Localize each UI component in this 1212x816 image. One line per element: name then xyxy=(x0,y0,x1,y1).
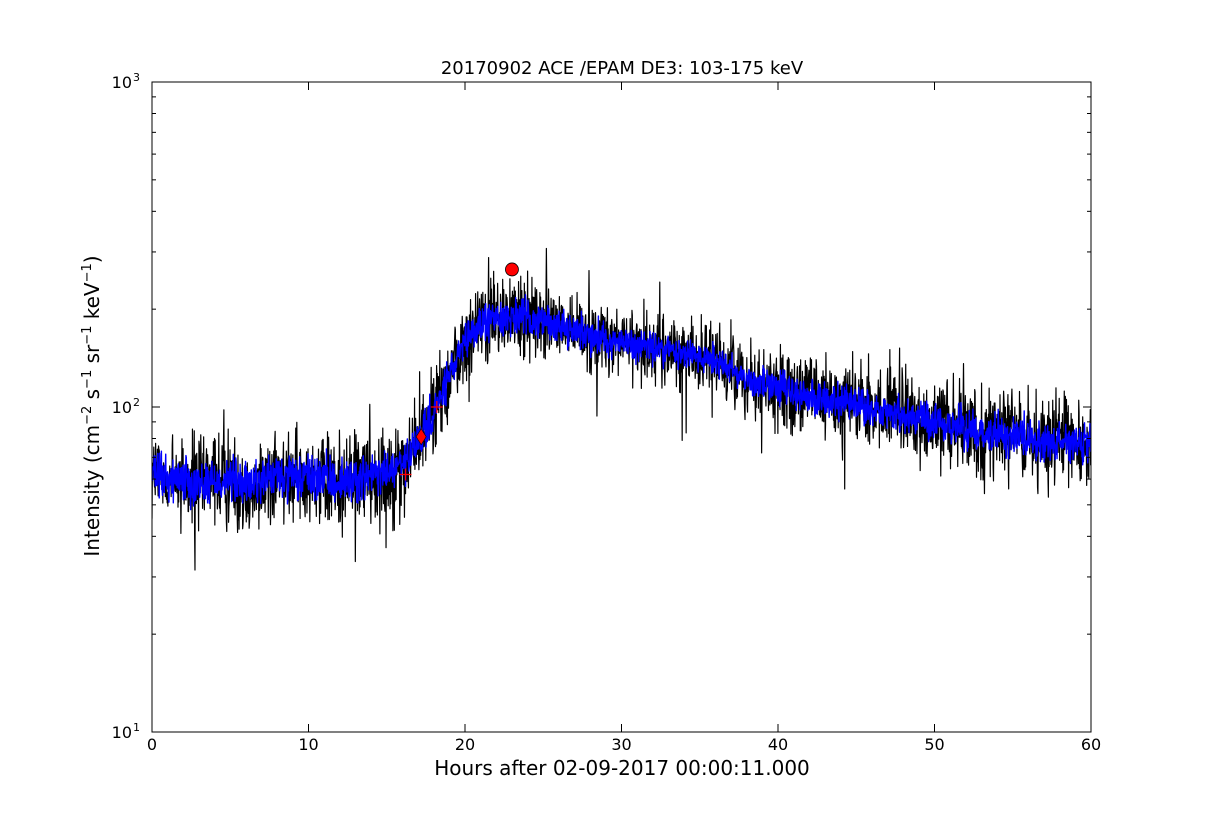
y-axis-title-unit: ) xyxy=(80,255,104,263)
marker-diamond-1 xyxy=(415,428,427,446)
y-axis-title-exponent: −1 xyxy=(80,370,95,389)
y-tick-label: 10 xyxy=(112,723,132,742)
marker-plus-2 xyxy=(430,401,443,413)
x-tick-label: 40 xyxy=(768,735,788,754)
x-tick-label: 0 xyxy=(147,735,157,754)
y-axis-title-exponent: −2 xyxy=(80,406,95,425)
y-axis-title-unit: keV xyxy=(80,282,104,326)
chart-title: 20170902 ACE /EPAM DE3: 103-175 keV xyxy=(441,58,804,79)
x-axis-title: Hours after 02-09-2017 00:00:11.000 xyxy=(434,756,810,780)
series-line-raw xyxy=(152,247,1091,571)
y-axis-title-unit: s xyxy=(80,389,104,406)
x-tick-label: 10 xyxy=(298,735,318,754)
y-axis-title-exponent: −1 xyxy=(80,263,95,282)
y-axis-title-exponent: −1 xyxy=(80,326,95,345)
y-axis-title-base: Intensity (cm xyxy=(80,425,104,557)
marker-plus-0 xyxy=(399,468,412,481)
y-tick-label-exponent: 1 xyxy=(133,721,140,734)
x-tick-label: 50 xyxy=(924,735,944,754)
y-tick-label: 10 xyxy=(112,398,132,417)
y-axis-title-unit: sr xyxy=(80,344,104,370)
x-tick-label: 20 xyxy=(455,735,475,754)
y-tick-label: 10 xyxy=(112,73,132,92)
y-axis-title: Intensity (cm−2 s−1 sr−1 keV−1) xyxy=(80,255,104,556)
x-tick-label: 60 xyxy=(1081,735,1101,754)
marker-circle-3 xyxy=(505,262,519,277)
y-tick-label-exponent: 3 xyxy=(133,71,140,84)
plot-area xyxy=(152,247,1091,571)
plot-frame xyxy=(151,81,1092,733)
x-tick-label: 30 xyxy=(611,735,631,754)
series-line-smoothed xyxy=(152,294,1091,511)
y-tick-label-exponent: 2 xyxy=(133,396,140,409)
